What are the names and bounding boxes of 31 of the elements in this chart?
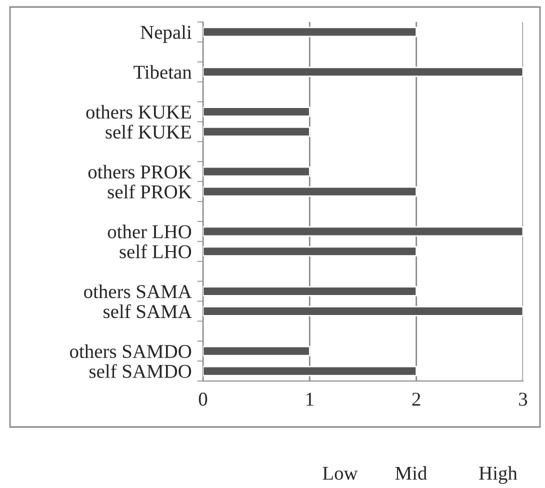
bar — [203, 166, 310, 177]
text: Low — [322, 466, 358, 480]
x-tick-label: 3 — [519, 392, 528, 406]
bar — [203, 346, 310, 356]
y-tick-label: others SAMA — [84, 284, 192, 298]
bar — [203, 226, 523, 237]
bar — [203, 286, 418, 296]
y-tick-label: self LHO — [120, 244, 192, 258]
y-tick-label: Tibetan — [134, 65, 192, 79]
text: High — [479, 466, 518, 484]
y-tick-label: self SAMDO — [90, 364, 192, 378]
bar — [203, 66, 523, 78]
text: Mid — [395, 466, 427, 480]
x-tick-label: 2 — [412, 392, 420, 406]
bar — [203, 366, 418, 376]
y-tick-label: others SAMDO — [70, 344, 192, 358]
y-tick-label: self SAMA — [104, 304, 192, 318]
bar — [203, 186, 418, 197]
y-tick-label: self KUKE — [106, 124, 191, 139]
bar — [203, 126, 310, 137]
y-tick-label: other LHO — [108, 224, 192, 238]
y-tick-label: others PROK — [88, 164, 192, 179]
y-tick-label: others KUKE — [86, 105, 191, 119]
bar — [203, 106, 310, 117]
bar — [203, 26, 418, 38]
bar — [203, 246, 418, 257]
x-tick-label: 1 — [306, 392, 314, 406]
bar — [203, 306, 523, 316]
x-tick-label: 0 — [198, 392, 208, 406]
y-tick-label: Nepali — [140, 25, 192, 43]
y-tick-label: self PROK — [108, 184, 192, 198]
